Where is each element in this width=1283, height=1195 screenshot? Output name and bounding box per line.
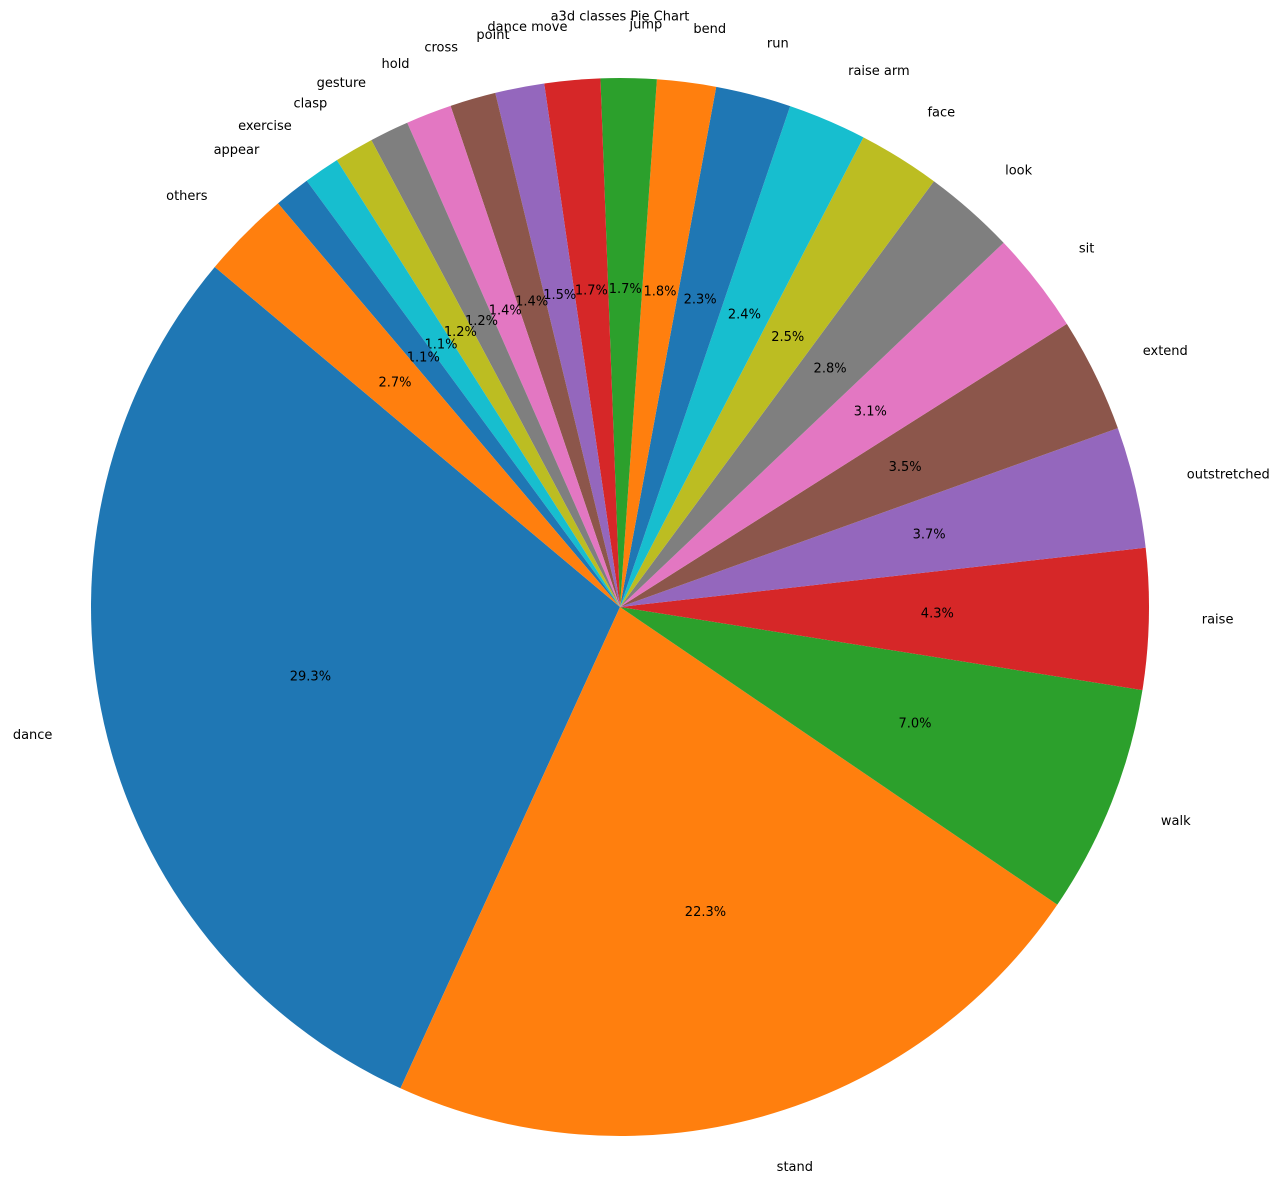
slice-label: gesture — [317, 76, 366, 91]
slice-label: raise — [1202, 613, 1234, 628]
value-label: 1.1% — [407, 350, 440, 365]
value-label: 7.0% — [899, 717, 932, 732]
pie-slice — [620, 86, 791, 608]
value-label: 1.7% — [609, 282, 642, 297]
slice-label: outstretched — [1187, 468, 1270, 483]
pie-slice — [620, 181, 1004, 607]
value-label: 1.4% — [515, 295, 548, 310]
pie-slice — [620, 79, 717, 607]
value-label: 1.1% — [424, 337, 457, 352]
slice-label: run — [767, 36, 789, 51]
value-label: 1.2% — [444, 325, 477, 340]
value-label: 1.4% — [489, 304, 522, 319]
value-label: 29.3% — [290, 669, 331, 684]
slice-label: point — [476, 28, 509, 43]
pie-slice — [620, 242, 1067, 607]
slice-label: others — [166, 189, 208, 204]
slice-label: stand — [777, 1160, 813, 1175]
value-label: 3.1% — [854, 404, 887, 419]
slice-label: dance move — [487, 20, 567, 35]
pie-slice — [620, 547, 1149, 691]
slice-label: face — [927, 105, 955, 120]
value-label: 1.2% — [465, 314, 498, 329]
pie-slice — [620, 137, 934, 608]
value-label: 3.5% — [889, 460, 922, 475]
slice-label: raise arm — [848, 64, 910, 79]
chart-title: a3d classes Pie Chart — [551, 10, 690, 25]
slice-label: look — [1005, 163, 1033, 178]
pie-slice — [336, 140, 620, 607]
value-label: 1.7% — [575, 283, 608, 298]
slice-label: jump — [629, 18, 663, 33]
pie-slice — [90, 266, 620, 1089]
value-label: 22.3% — [685, 905, 726, 920]
pie-slice — [620, 428, 1146, 607]
pie-slice — [495, 83, 620, 607]
value-label: 2.4% — [728, 308, 761, 323]
slice-label: hold — [382, 57, 410, 72]
value-label: 1.5% — [543, 288, 576, 303]
pie-slice — [620, 323, 1118, 607]
pie-slice — [450, 92, 620, 607]
slice-label: bend — [693, 22, 726, 37]
value-label: 2.8% — [814, 362, 847, 377]
pie-slice — [620, 106, 864, 608]
pie-slice — [214, 203, 620, 607]
pie-slice — [620, 607, 1143, 905]
value-label: 3.7% — [913, 528, 946, 543]
pie-slice — [371, 122, 620, 608]
slice-label: cross — [424, 41, 458, 56]
slice-label: appear — [214, 143, 260, 158]
pie-slice — [600, 78, 657, 608]
slice-label: sit — [1079, 242, 1094, 257]
value-label: 2.5% — [771, 330, 804, 345]
slice-label: walk — [1161, 814, 1191, 829]
pie-slice — [407, 105, 620, 608]
value-label: 2.3% — [684, 292, 717, 307]
slice-label: clasp — [294, 97, 328, 112]
pie-slice — [277, 180, 620, 607]
slice-label: exercise — [238, 119, 292, 134]
value-label: 2.7% — [379, 376, 412, 391]
pie-slice — [544, 78, 620, 608]
value-label: 4.3% — [921, 607, 954, 622]
pie-slice — [306, 160, 620, 607]
value-label: 1.8% — [643, 285, 676, 300]
slice-label: dance — [13, 728, 53, 743]
slice-label: extend — [1143, 344, 1188, 359]
pie-slice — [400, 607, 1058, 1136]
